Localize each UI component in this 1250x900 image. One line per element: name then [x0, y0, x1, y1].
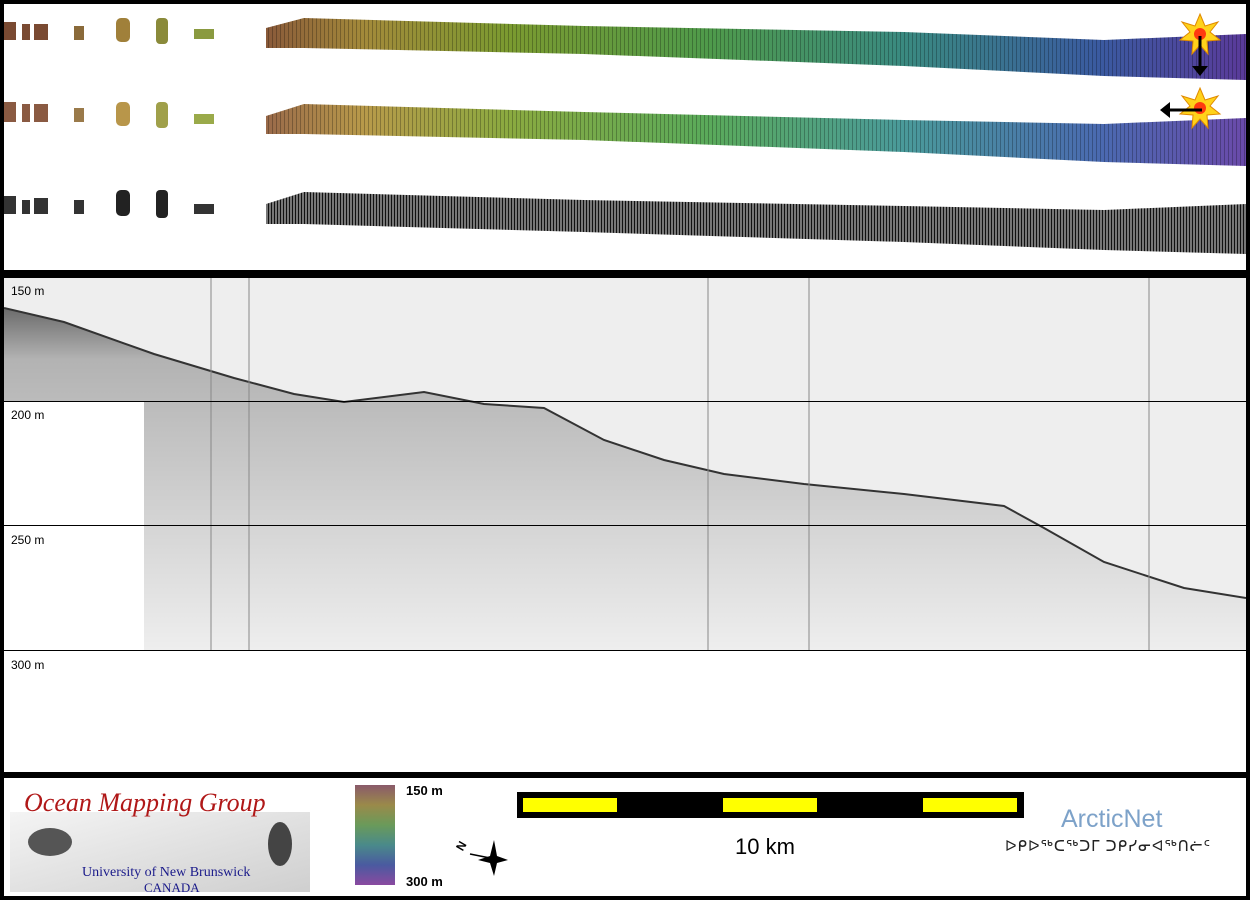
north-arrow: N: [453, 836, 510, 880]
depth-gridline-200: [4, 401, 1246, 402]
compass-star-icon: [469, 840, 508, 876]
omg-country: CANADA: [144, 880, 200, 895]
depth-gridline-250: [4, 525, 1246, 526]
swath-strips: [4, 12, 1246, 254]
omg-logo-art: [10, 812, 310, 892]
arrow-left-icon: [1160, 102, 1202, 118]
omg-university: University of New Brunswick: [82, 865, 251, 880]
scale-segment: [923, 798, 1017, 812]
arcticnet-logo: ArcticNet: [1061, 805, 1163, 833]
seabed-reflector: [4, 307, 1246, 599]
omg-logo: Ocean Mapping Group University of New Br…: [10, 782, 310, 895]
profile-image: [4, 278, 1246, 650]
scale-label: 10 km: [735, 834, 795, 859]
swath-bathymetry-panel: [4, 4, 1246, 270]
swath-strip-backscatter: [4, 190, 1246, 254]
depth-label-300: 300 m: [11, 658, 45, 672]
arcticnet-syllabics: ᐅᑭᐅᖅᑕᖅᑐᒥ ᑐᑭᓯᓂᐊᖅᑎᓖᑦ: [1005, 838, 1212, 855]
colorbar-bottom-label: 300 m: [406, 874, 443, 889]
depth-label-250: 250 m: [11, 533, 45, 547]
depth-label-150: 150 m: [11, 284, 45, 298]
seabed-texture: [4, 308, 1246, 650]
subbottom-profile-panel: 150 m 200 m 250 m 300 m: [4, 278, 1246, 772]
scale-segment: [723, 798, 817, 812]
scale-bar: [517, 792, 1024, 818]
depth-gridline-300: [4, 650, 1246, 651]
trace-markers: [210, 278, 1150, 650]
swath-strip-sunlit-east: [4, 102, 1246, 166]
scale-segment: [523, 798, 617, 812]
depth-label-200: 200 m: [11, 408, 45, 422]
omg-title: Ocean Mapping Group: [24, 788, 266, 817]
arrow-down-icon: [1192, 36, 1208, 76]
legend-panel: Ocean Mapping Group University of New Br…: [4, 778, 1246, 896]
colorbar-top-label: 150 m: [406, 783, 443, 798]
depth-colorbar: [355, 785, 395, 885]
swath-strip-sunlit-north: [4, 18, 1246, 80]
